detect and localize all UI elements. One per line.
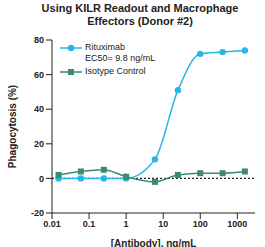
svg-text:[Antibody], ng/mL: [Antibody], ng/mL bbox=[111, 238, 197, 247]
svg-text:0.01: 0.01 bbox=[43, 219, 61, 229]
svg-text:100: 100 bbox=[193, 219, 208, 229]
html-text:Isotype Control: Isotype Control bbox=[85, 66, 146, 76]
svg-text:60: 60 bbox=[34, 70, 44, 80]
html-text:Rituximab: Rituximab bbox=[85, 42, 125, 52]
svg-text:1: 1 bbox=[124, 219, 129, 229]
html-text:Using KILR Readout and Macroph: Using KILR Readout and Macrophage Effect… bbox=[41, 2, 239, 27]
svg-text:-20: -20 bbox=[31, 208, 44, 218]
svg-text:40: 40 bbox=[34, 104, 44, 114]
svg-text:20: 20 bbox=[34, 139, 44, 149]
svg-text:10: 10 bbox=[158, 219, 168, 229]
svg-text:80: 80 bbox=[34, 35, 44, 45]
svg-text:Phagocytosis (%): Phagocytosis (%) bbox=[8, 85, 18, 168]
svg-text:0.1: 0.1 bbox=[83, 219, 96, 229]
svg-text:0: 0 bbox=[39, 174, 44, 184]
html-text:EC50= 9.8 ng/mL: EC50= 9.8 ng/mL bbox=[85, 53, 156, 63]
svg-text:1000: 1000 bbox=[227, 219, 247, 229]
